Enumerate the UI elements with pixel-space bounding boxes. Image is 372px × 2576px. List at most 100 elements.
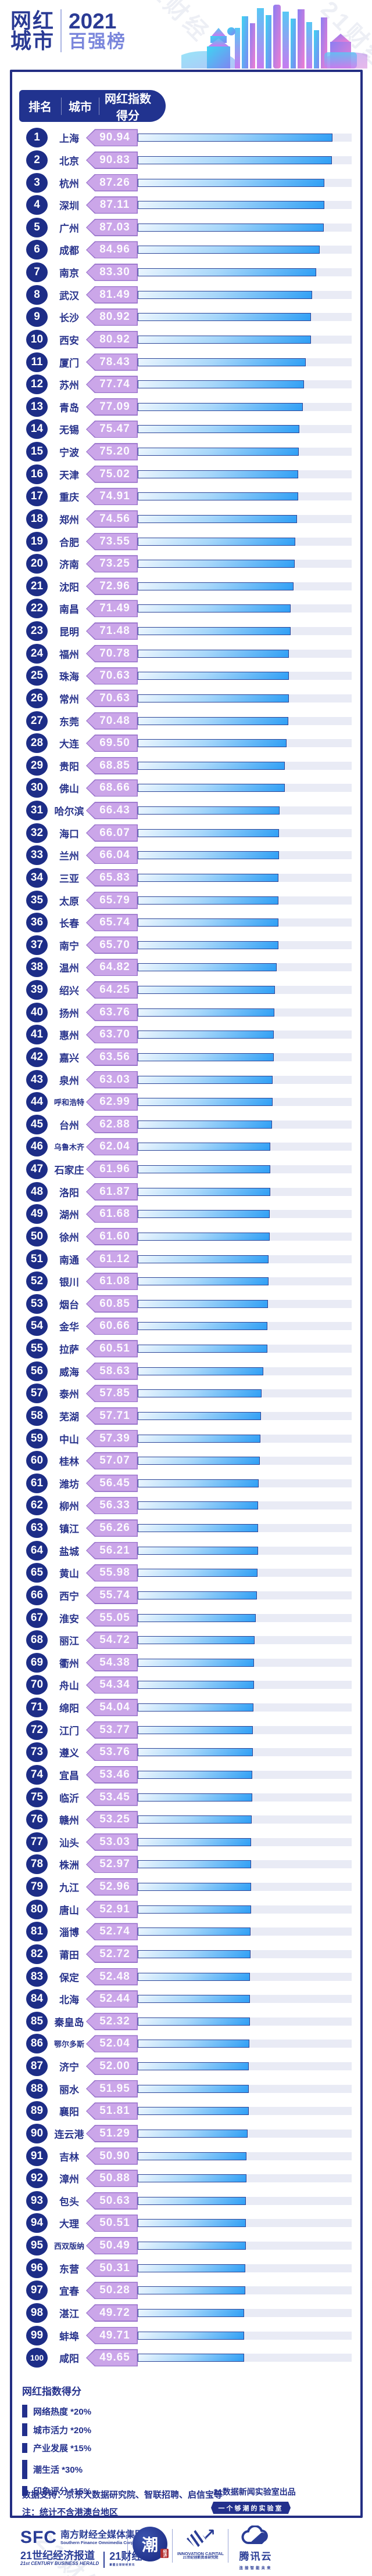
- score-bar-track: [138, 2040, 352, 2048]
- score-bar-track: [138, 290, 352, 299]
- score-bar-track: [138, 448, 352, 456]
- ranking-row: 37 南宁 65.70: [12, 934, 360, 957]
- legend-label: 网络热度 *20%: [33, 2406, 92, 2417]
- score-badge: 74.91: [86, 488, 138, 506]
- ranking-row: 71 绵阳 54.04: [12, 1696, 360, 1719]
- rank-badge: 97: [26, 2280, 48, 2301]
- score-badge: 52.72: [86, 1945, 138, 1963]
- score-badge: 52.97: [86, 1856, 138, 1874]
- score-bar: [138, 1681, 254, 1689]
- score-bar-track: [138, 716, 352, 725]
- score-bar: [138, 1143, 271, 1151]
- score-value: 49.65: [99, 2351, 130, 2364]
- score-badge: 65.83: [86, 869, 138, 887]
- city-name: 贵阳: [59, 761, 79, 773]
- rank-badge: 44: [26, 1092, 48, 1112]
- rank-badge: 96: [26, 2258, 48, 2278]
- score-bar: [138, 268, 316, 277]
- cloud-tagline: 连接智能未来: [239, 2566, 273, 2570]
- score-bar-track: [138, 828, 352, 837]
- score-badge: 55.05: [86, 1609, 138, 1627]
- score-bar: [138, 1860, 251, 1869]
- rank-badge: 50: [26, 1226, 48, 1246]
- city-name: 长春: [59, 918, 79, 929]
- ranking-row: 90 连云港 51.29: [12, 2123, 360, 2145]
- rank-badge: 76: [26, 1810, 48, 1830]
- score-badge: 80.92: [86, 308, 138, 326]
- rank-badge: 17: [26, 487, 48, 507]
- rank-badge: 19: [26, 531, 48, 552]
- score-bar: [138, 2286, 246, 2295]
- score-value: 55.74: [99, 1588, 130, 1601]
- ranking-row: 30 佛山 68.66: [12, 777, 360, 799]
- score-badge: 65.79: [86, 891, 138, 909]
- score-bar-track: [138, 649, 352, 658]
- score-bar: [138, 1367, 263, 1375]
- score-value: 80.92: [99, 333, 130, 345]
- score-value: 52.72: [99, 1947, 130, 1960]
- chao-character: 潮: [141, 2536, 158, 2554]
- legend-item: 网络热度 *20%: [22, 2405, 91, 2418]
- score-bar-track: [138, 2152, 352, 2160]
- legend-item: 印象评分 *15%: [22, 2485, 91, 2497]
- score-value: 70.63: [99, 669, 130, 682]
- ranking-row: 83 保定 52.48: [12, 1965, 360, 1988]
- score-value: 90.94: [99, 131, 130, 144]
- city-name: 西双版纳: [53, 2242, 84, 2251]
- score-value: 57.71: [99, 1409, 130, 1422]
- score-bar-track: [138, 1815, 352, 1824]
- score-badge: 64.25: [86, 981, 138, 999]
- score-badge: 61.60: [86, 1227, 138, 1245]
- score-badge: 87.26: [86, 174, 138, 192]
- innovation-capital-icon: ↗: [185, 2525, 216, 2550]
- score-badge: 71.48: [86, 622, 138, 640]
- score-value: 66.43: [99, 804, 130, 817]
- ranking-row: 69 衢州 54.38: [12, 1652, 360, 1674]
- rank-badge: 65: [26, 1563, 48, 1583]
- score-bar: [138, 828, 280, 837]
- page-header: 网红 城市 2021 百强榜: [0, 0, 372, 70]
- ranking-row: 33 兰州 66.04: [12, 844, 360, 867]
- score-bar-track: [138, 1703, 352, 1712]
- score-badge: 57.07: [86, 1452, 138, 1470]
- brand-lockup: 网红 城市 2021 百强榜: [10, 9, 126, 52]
- rank-badge: 93: [26, 2190, 48, 2211]
- ranking-row: 1 上海 90.94: [12, 127, 360, 149]
- ranking-row: 62 柳州 56.33: [12, 1494, 360, 1517]
- rank-badge: 78: [26, 1854, 48, 1875]
- rank-badge: 88: [26, 2078, 48, 2099]
- score-bar: [138, 896, 279, 905]
- ranking-row: 79 九江 52.96: [12, 1876, 360, 1898]
- ranking-row: 28 大连 69.50: [12, 732, 360, 755]
- city-name: 宁波: [59, 447, 79, 459]
- score-bar: [138, 1636, 255, 1645]
- ranking-row: 32 海口 66.07: [12, 822, 360, 844]
- score-bar-track: [138, 335, 352, 344]
- ranking-row: 76 赣州 53.25: [12, 1808, 360, 1831]
- rank-badge: 32: [26, 823, 48, 843]
- score-badge: 61.12: [86, 1250, 138, 1268]
- rank-badge: 53: [26, 1294, 48, 1314]
- score-badge: 53.76: [86, 1743, 138, 1761]
- city-name: 潍坊: [59, 1479, 79, 1490]
- city-name: 保定: [59, 1972, 79, 1984]
- rank-badge: 16: [26, 464, 48, 484]
- score-badge: 52.48: [86, 1968, 138, 1986]
- score-badge: 52.04: [86, 2035, 138, 2053]
- rank-badge: 25: [26, 666, 48, 686]
- rank-badge: 37: [26, 935, 48, 955]
- app-tagline: 掌握全球财经资讯: [109, 2563, 135, 2566]
- city-name: 淄博: [59, 1927, 79, 1939]
- score-value: 52.97: [99, 1858, 130, 1871]
- city-name: 吉林: [59, 2152, 79, 2163]
- score-value: 73.55: [99, 535, 130, 547]
- rank-badge: 59: [26, 1428, 48, 1449]
- score-bar-track: [138, 1860, 352, 1869]
- score-value: 50.63: [99, 2194, 130, 2207]
- ranking-row: 74 宜昌 53.46: [12, 1764, 360, 1786]
- logo-line1: 网红: [10, 8, 55, 33]
- score-bar-track: [138, 2354, 352, 2362]
- score-badge: 55.74: [86, 1586, 138, 1604]
- score-bar: [138, 2242, 246, 2250]
- score-badge: 68.85: [86, 756, 138, 774]
